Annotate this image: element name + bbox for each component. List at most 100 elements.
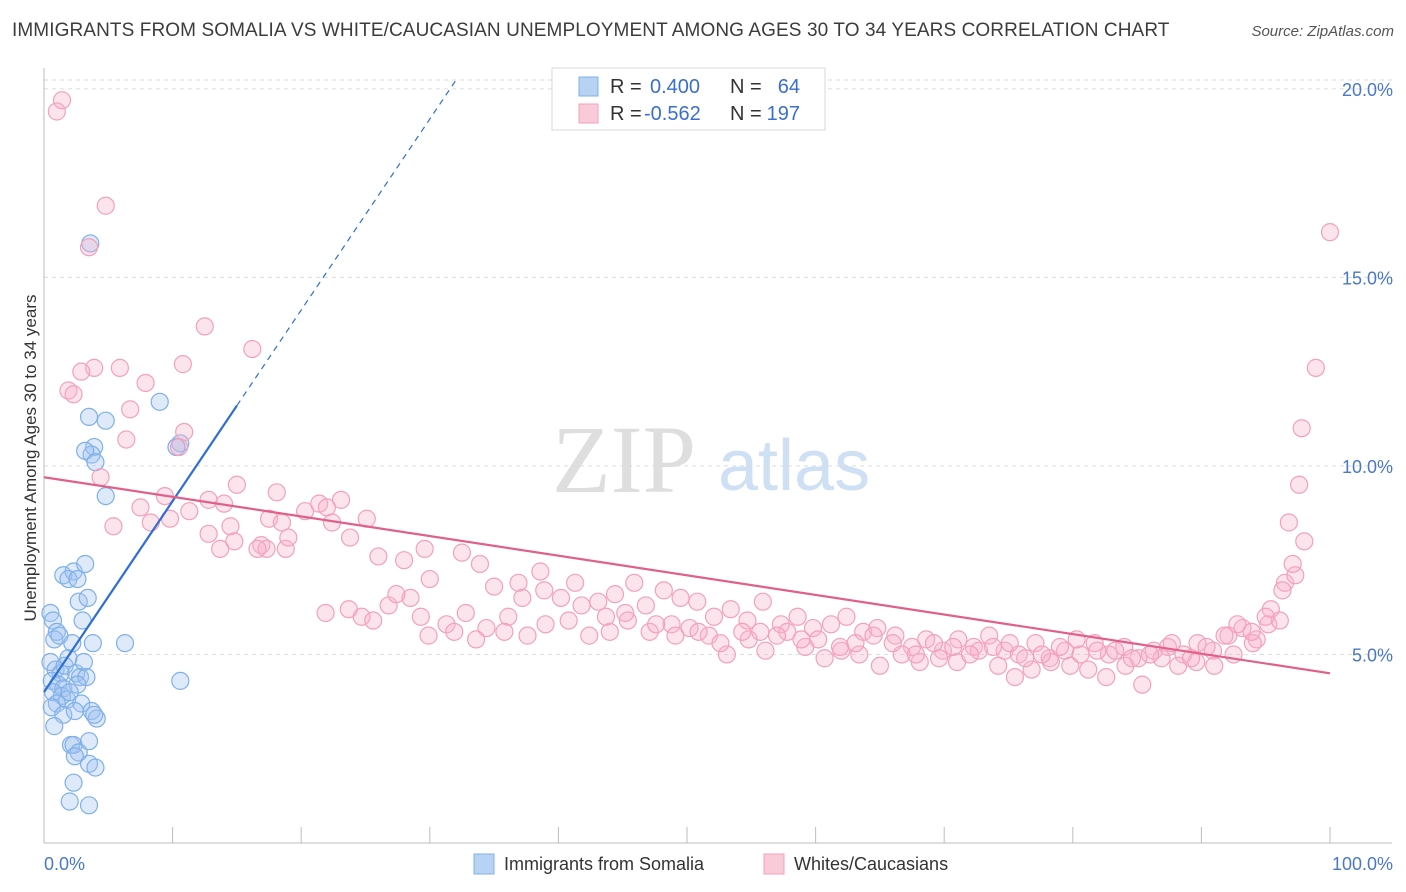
data-point (589, 592, 608, 611)
y-tick-label: 10.0% (1342, 457, 1393, 477)
data-point (671, 588, 690, 608)
data-point (495, 622, 514, 641)
data-point (1097, 667, 1116, 687)
data-point (1005, 667, 1025, 687)
data-point (1256, 607, 1275, 626)
data-point (711, 634, 730, 653)
legend: R = 0.400 N = 64 R = -0.562 N = 197 (551, 67, 826, 131)
data-point (566, 573, 585, 592)
data-point (452, 543, 472, 562)
data-point (72, 694, 91, 713)
data-point (96, 486, 115, 506)
data-point (1215, 626, 1234, 645)
data-point (616, 603, 635, 623)
data-point (340, 528, 360, 547)
data-point (733, 622, 752, 641)
data-point (195, 317, 214, 336)
data-point (1116, 656, 1135, 675)
data-point (815, 649, 834, 668)
data-point (76, 554, 95, 574)
data-point (180, 502, 199, 521)
data-point (509, 573, 528, 592)
data-point (171, 671, 190, 690)
data-point (662, 615, 681, 634)
legend-swatch-somalia (578, 76, 599, 97)
data-point (1026, 634, 1045, 653)
data-point (535, 581, 554, 600)
data-point (65, 747, 84, 766)
data-point (415, 539, 434, 558)
data-point (141, 513, 160, 532)
trend-line-somalia-extension (236, 80, 457, 406)
data-point (1188, 634, 1207, 653)
data-point (1122, 649, 1142, 668)
data-point (1016, 649, 1035, 668)
data-point (104, 517, 123, 536)
data-point (64, 385, 83, 404)
legend-r-label-somalia: R = (610, 76, 642, 98)
data-point (83, 634, 102, 653)
data-point (1162, 634, 1181, 653)
data-point (751, 622, 770, 641)
data-point (1106, 641, 1125, 660)
data-point (456, 603, 475, 623)
data-point (1022, 660, 1041, 679)
data-point (485, 577, 504, 596)
data-point (1270, 611, 1289, 630)
data-point (870, 656, 890, 675)
data-point (199, 524, 218, 543)
trend-lines (43, 80, 1331, 693)
data-point (43, 611, 63, 630)
data-point (316, 603, 335, 623)
trend-line-somalia (43, 404, 238, 693)
data-point (1032, 645, 1052, 664)
data-point (821, 615, 841, 634)
data-point (767, 626, 787, 645)
data-point (640, 622, 659, 641)
data-point (1079, 660, 1098, 679)
legend-n-somalia: 64 (778, 76, 800, 98)
data-point (1088, 641, 1107, 660)
data-point (477, 618, 496, 638)
source-label: Source: ZipAtlas.com (1251, 23, 1394, 40)
data-point (68, 675, 87, 694)
data-point (778, 622, 797, 641)
data-point (906, 645, 926, 664)
data-point (1140, 645, 1160, 664)
data-point (131, 498, 150, 517)
data-point (551, 588, 571, 608)
data-point (680, 618, 699, 638)
data-point (272, 513, 292, 532)
data-point (110, 358, 129, 377)
data-point (647, 615, 666, 634)
data-point (1290, 475, 1309, 494)
data-point (248, 539, 267, 558)
data-point (387, 585, 406, 604)
data-point (531, 562, 550, 581)
data-point (65, 701, 84, 721)
data-point (243, 339, 262, 359)
data-point (136, 373, 155, 393)
data-point (199, 490, 218, 509)
data-points (41, 91, 1340, 815)
legend-r-label-whites: R = (610, 103, 642, 125)
data-point (1182, 649, 1201, 668)
bottom-legend-somalia: Immigrants from Somalia (504, 854, 705, 874)
data-point (279, 528, 298, 547)
data-point (211, 539, 230, 558)
data-point (960, 645, 980, 664)
data-point (969, 641, 989, 660)
data-point (175, 422, 194, 442)
data-point (52, 91, 72, 110)
data-point (1228, 615, 1247, 634)
data-point (944, 637, 963, 657)
data-point (803, 618, 823, 638)
data-point (45, 717, 64, 736)
x-tick-label: 0.0% (44, 854, 85, 874)
data-point (1292, 419, 1311, 438)
data-point (91, 468, 110, 487)
y-tick-label: 15.0% (1342, 268, 1393, 288)
data-point (60, 792, 79, 811)
data-point (78, 588, 97, 608)
